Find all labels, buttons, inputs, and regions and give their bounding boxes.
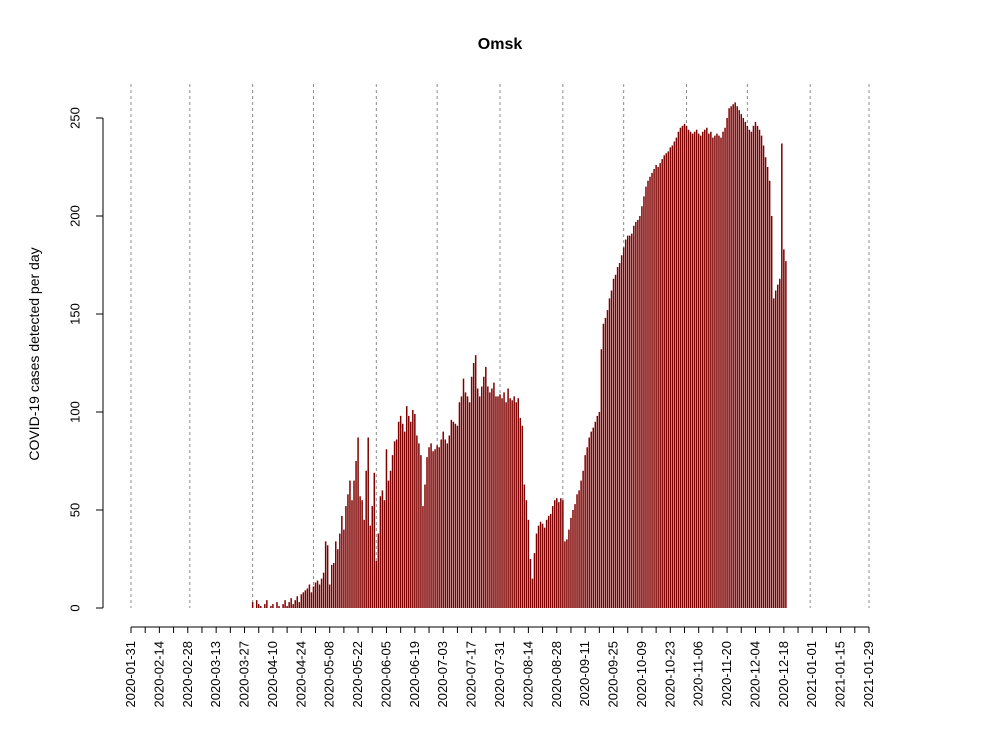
x-tick-label: 2021-01-01 [804, 641, 819, 708]
x-tick-label: 2020-10-23 [662, 641, 677, 708]
y-tick-label: 100 [67, 401, 82, 423]
x-tick-label: 2020-08-28 [549, 641, 564, 708]
x-tick-label: 2020-06-19 [407, 641, 422, 708]
x-tick-label: 2020-07-03 [435, 641, 450, 708]
x-tick-label: 2020-10-09 [634, 641, 649, 708]
x-tick-label: 2020-09-25 [606, 641, 621, 708]
y-axis-label: COVID-19 cases detected per day [26, 247, 42, 460]
x-tick-label: 2020-07-17 [464, 641, 479, 708]
x-tick-label: 2020-06-05 [378, 641, 393, 708]
x-tick-label: 2020-09-11 [577, 641, 592, 707]
x-tick-label: 2020-04-24 [293, 641, 308, 708]
x-tick-label: 2020-04-10 [265, 641, 280, 708]
chart-title: Omsk [478, 36, 523, 53]
x-tick-label: 2020-02-14 [151, 641, 166, 708]
x-axis: 2020-01-31 2020-02-14 2020-02-28 2020-03-13… [123, 626, 876, 708]
x-tick-label: 2020-11-06 [691, 641, 706, 707]
x-tick-label: 2020-12-04 [747, 641, 762, 708]
x-tick-label: 2020-08-14 [520, 641, 535, 708]
x-tick-label: 2020-02-28 [180, 641, 195, 708]
x-tick-label: 2020-05-08 [322, 641, 337, 708]
y-tick-label: 0 [67, 604, 82, 611]
bars [251, 102, 787, 608]
y-tick-label: 200 [67, 205, 82, 227]
y-tick-label: 150 [67, 303, 82, 325]
x-tick-label: 2021-01-15 [833, 641, 848, 708]
y-tick-label: 50 [67, 503, 82, 517]
x-tick-label: 2020-03-27 [237, 641, 252, 708]
x-tick-label: 2020-07-31 [492, 641, 507, 708]
x-tick-label: 2020-12-18 [776, 641, 791, 708]
x-tick-label: 2020-03-13 [208, 641, 223, 708]
y-axis: 0 50 100 150 200 250 [67, 107, 104, 612]
y-tick-label: 250 [67, 107, 82, 129]
x-tick-label: 2020-01-31 [123, 641, 138, 708]
x-tick-label: 2021-01-29 [861, 641, 876, 708]
x-tick-label: 2020-05-22 [350, 641, 365, 708]
x-tick-label: 2020-11-20 [719, 641, 734, 707]
